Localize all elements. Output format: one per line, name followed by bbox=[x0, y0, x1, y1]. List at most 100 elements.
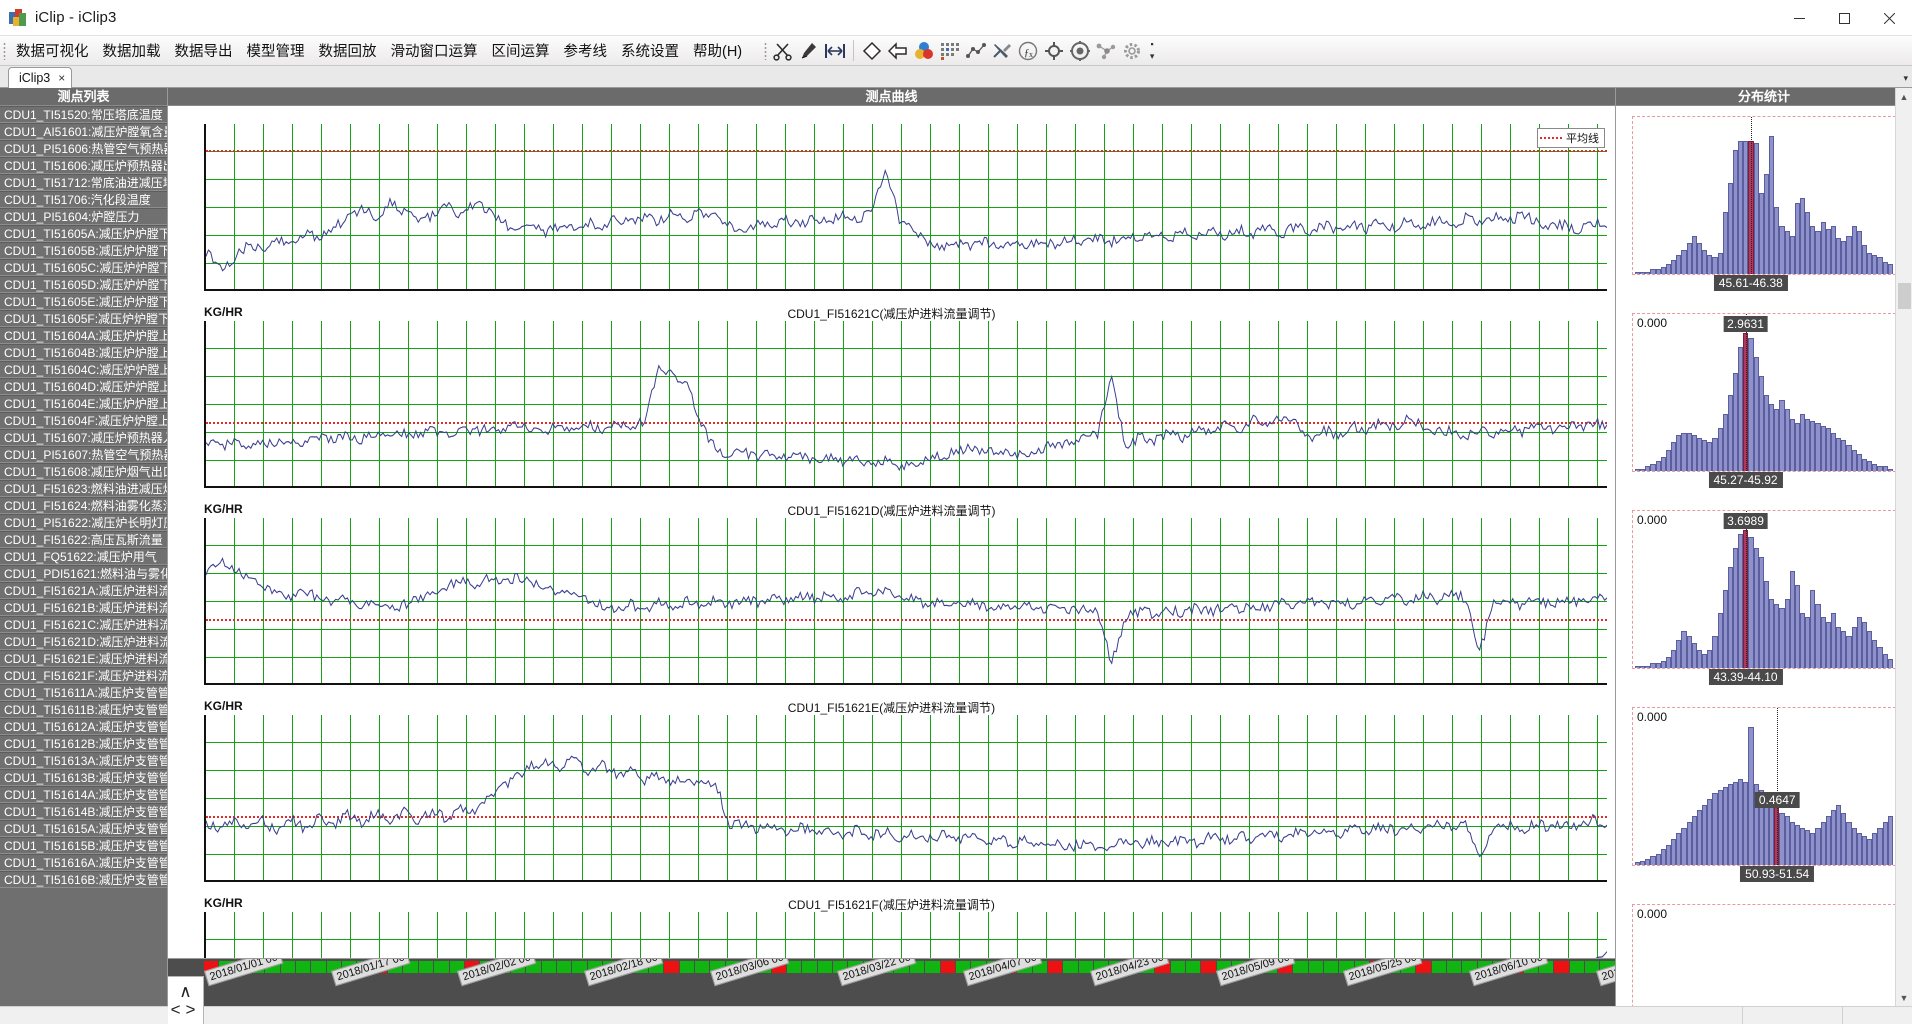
nav-left-right-icons[interactable]: <> bbox=[171, 1001, 201, 1018]
histogram-plot-area[interactable]: 0.000 bbox=[1632, 904, 1896, 1006]
tag-list-item[interactable]: CDU1_TI51706:汽化段温度 bbox=[0, 191, 167, 208]
scroll-track[interactable] bbox=[1896, 105, 1912, 989]
tag-list-item[interactable]: CDU1_TI51520:常压塔底温度 bbox=[0, 106, 167, 123]
timeline-block[interactable] bbox=[1201, 961, 1216, 973]
tag-list-item[interactable]: CDU1_TI51605B:减压炉炉膛下部 bbox=[0, 242, 167, 259]
timeline-block[interactable] bbox=[1554, 961, 1569, 973]
chart-plot-area[interactable]: 75.063.051.039.047.335.323.311.3 bbox=[204, 321, 1607, 488]
scissors-icon[interactable] bbox=[770, 36, 796, 65]
tab-iclip3[interactable]: iClip3 × bbox=[8, 67, 73, 88]
tag-list-item[interactable]: CDU1_FI51624:燃料油雾化蒸汽流 bbox=[0, 497, 167, 514]
tag-list-item[interactable]: CDU1_TI51611A:减压炉支管管壁 bbox=[0, 684, 167, 701]
close-icon[interactable] bbox=[1867, 0, 1912, 36]
tag-list-item[interactable]: CDU1_TI51608:减压炉烟气出口温 bbox=[0, 463, 167, 480]
menu-data-replay[interactable]: 数据回放 bbox=[318, 44, 377, 60]
menu-data-visualization[interactable]: 数据可视化 bbox=[16, 44, 89, 60]
hist-panel-5[interactable]: 0.000 bbox=[1616, 894, 1912, 1006]
tag-list-item[interactable]: CDU1_TI51613B:减压炉支管管壁 bbox=[0, 769, 167, 786]
timeline-block[interactable] bbox=[296, 961, 311, 973]
tag-list-item[interactable]: CDU1_FI51621B:减压炉进料流量 bbox=[0, 599, 167, 616]
histogram-list[interactable]: 45.61-46.38 0.000 2.9631 45.27-45.92 0.000 3.… bbox=[1616, 106, 1912, 1006]
tag-list-item[interactable]: CDU1_TI51616A:减压炉支管管壁 bbox=[0, 854, 167, 871]
timeline-block[interactable] bbox=[802, 961, 817, 973]
tag-list-item[interactable]: CDU1_TI51605A:减压炉炉膛下部 bbox=[0, 225, 167, 242]
timeline-block[interactable] bbox=[695, 961, 710, 973]
tag-list-item[interactable]: CDU1_TI51614A:减压炉支管管壁 bbox=[0, 786, 167, 803]
histogram-plot-area[interactable]: 0.000 bbox=[1632, 510, 1896, 669]
tag-list-item[interactable]: CDU1_AI51601:减压炉膛氧含量 bbox=[0, 123, 167, 140]
timeline-block[interactable] bbox=[1569, 961, 1584, 973]
timeline-block[interactable] bbox=[940, 961, 955, 973]
pen-icon[interactable] bbox=[796, 36, 822, 65]
timeline-block[interactable] bbox=[1584, 961, 1600, 973]
hist-panel-2[interactable]: 0.000 2.9631 45.27-45.92 bbox=[1616, 303, 1912, 500]
timeline-block[interactable] bbox=[1170, 961, 1185, 973]
tag-list-item[interactable]: CDU1_TI51604E:减压炉炉膛上部 bbox=[0, 395, 167, 412]
tag-list-item[interactable]: CDU1_TI51604B:减压炉炉膛上部 bbox=[0, 344, 167, 361]
timeline-block[interactable] bbox=[1308, 961, 1324, 973]
tag-list-item[interactable]: CDU1_FI51621A:减压炉进料流量 bbox=[0, 582, 167, 599]
tag-list-item[interactable]: CDU1_FI51621D:减压炉进料流量 bbox=[0, 633, 167, 650]
histogram-plot-area[interactable]: 0.000 bbox=[1632, 707, 1896, 866]
chart-panel-4[interactable]: KG/HR CDU1_FI51621E(减压炉进料流量调节)78.067.056.… bbox=[168, 697, 1615, 894]
scatter-connect-icon[interactable] bbox=[963, 36, 989, 65]
undo-arrow-icon[interactable] bbox=[885, 36, 911, 65]
tag-list-item[interactable]: CDU1_FI51621F:减压炉进料流量 bbox=[0, 667, 167, 684]
menu-sliding-window[interactable]: 滑动窗口运算 bbox=[390, 44, 478, 60]
tag-list-item[interactable]: CDU1_PI51604:炉膛压力 bbox=[0, 208, 167, 225]
menu-help[interactable]: 帮助(H) bbox=[693, 44, 743, 60]
nav-pad[interactable]: ∧ <> bbox=[168, 976, 204, 1024]
menu-interval-calc[interactable]: 区间运算 bbox=[491, 44, 550, 60]
tag-list-item[interactable]: CDU1_TI51604D:减压炉炉膛上部 bbox=[0, 378, 167, 395]
eraser-icon[interactable] bbox=[859, 36, 885, 65]
scroll-up-icon[interactable]: ▲ bbox=[1899, 91, 1909, 102]
tag-list-item[interactable]: CDU1_PDI51621:燃料油与雾化蒸 bbox=[0, 565, 167, 582]
tag-list-item[interactable]: CDU1_TI51604F:减压炉炉膛上部 bbox=[0, 412, 167, 429]
tag-list-item[interactable]: CDU1_TI51611B:减压炉支管管壁 bbox=[0, 701, 167, 718]
function-fx-icon[interactable]: ƒ x bbox=[1015, 36, 1041, 65]
chart-plot-area[interactable]: 56.032.621.6 bbox=[204, 912, 1607, 958]
hist-panel-3[interactable]: 0.000 3.6989 43.39-44.10 bbox=[1616, 500, 1912, 697]
chart-panel-1[interactable]: 52.038.027.013.0平均线 bbox=[168, 106, 1615, 303]
stats-vertical-scrollbar[interactable]: ▲ ▼ bbox=[1895, 88, 1912, 1006]
dot-matrix-icon[interactable] bbox=[937, 36, 963, 65]
timeline-block[interactable] bbox=[679, 961, 694, 973]
timeline-block[interactable] bbox=[1063, 961, 1078, 973]
measure-width-icon[interactable] bbox=[822, 36, 848, 65]
timeline-block[interactable] bbox=[1047, 961, 1063, 973]
histogram-plot-area[interactable] bbox=[1632, 116, 1896, 275]
tag-list-item[interactable]: CDU1_TI51616B:减压炉支管管壁 bbox=[0, 871, 167, 888]
tag-list[interactable]: CDU1_TI51520:常压塔底温度 CDU1_AI51601:减压炉膛氧含量 C… bbox=[0, 106, 167, 1006]
tag-list-item[interactable]: CDU1_FI51622:高压瓦斯流量 bbox=[0, 531, 167, 548]
color-drops-icon[interactable] bbox=[911, 36, 937, 65]
tag-list-item[interactable]: CDU1_TI51612A:减压炉支管管壁 bbox=[0, 718, 167, 735]
minimize-icon[interactable] bbox=[1777, 0, 1822, 36]
tag-list-item[interactable]: CDU1_TI51614B:减压炉支管管壁 bbox=[0, 803, 167, 820]
tab-scroll-icon[interactable]: ▾ bbox=[1903, 73, 1908, 83]
tag-list-item[interactable]: CDU1_FI51621C:减压炉进料流量 bbox=[0, 616, 167, 633]
tag-list-item[interactable]: CDU1_TI51613A:减压炉支管管壁 bbox=[0, 752, 167, 769]
hist-panel-1[interactable]: 45.61-46.38 bbox=[1616, 106, 1912, 303]
timeline-block[interactable] bbox=[817, 961, 833, 973]
chart-plot-area[interactable]: 78.067.056.045.043.632.621.610.6 bbox=[204, 715, 1607, 882]
scroll-thumb[interactable] bbox=[1898, 283, 1911, 309]
tab-close-icon[interactable]: × bbox=[58, 71, 66, 85]
timeline-block[interactable] bbox=[541, 961, 556, 973]
nav-right-icon[interactable]: > bbox=[185, 1000, 201, 1019]
timeline-block[interactable] bbox=[787, 961, 802, 973]
crosshair-icon[interactable] bbox=[1041, 36, 1067, 65]
chart-panel-2[interactable]: KG/HR CDU1_FI51621C(减压炉进料流量调节)75.063.051.… bbox=[168, 303, 1615, 500]
timeline-block[interactable] bbox=[1186, 961, 1201, 973]
tag-list-item[interactable]: CDU1_TI51612B:减压炉支管管壁 bbox=[0, 735, 167, 752]
timeline-block[interactable] bbox=[664, 961, 679, 973]
timeline-block[interactable] bbox=[1324, 961, 1339, 973]
timeline-bar[interactable]: 2018/01/01 00 2018/01/17 00 2018/02/02 00 2… bbox=[168, 958, 1615, 1006]
nav-left-icon[interactable]: < bbox=[170, 1000, 186, 1019]
timeline-block[interactable] bbox=[1078, 961, 1093, 973]
tools-icon[interactable] bbox=[989, 36, 1015, 65]
tag-list-item[interactable]: CDU1_TI51615B:减压炉支管管壁 bbox=[0, 837, 167, 854]
tag-list-item[interactable]: CDU1_TI51605E:减压炉炉膛下部 bbox=[0, 293, 167, 310]
scroll-down-icon[interactable]: ▼ bbox=[1899, 992, 1909, 1003]
menu-data-export[interactable]: 数据导出 bbox=[174, 44, 233, 60]
tag-list-item[interactable]: CDU1_TI51604C:减压炉炉膛上部 bbox=[0, 361, 167, 378]
